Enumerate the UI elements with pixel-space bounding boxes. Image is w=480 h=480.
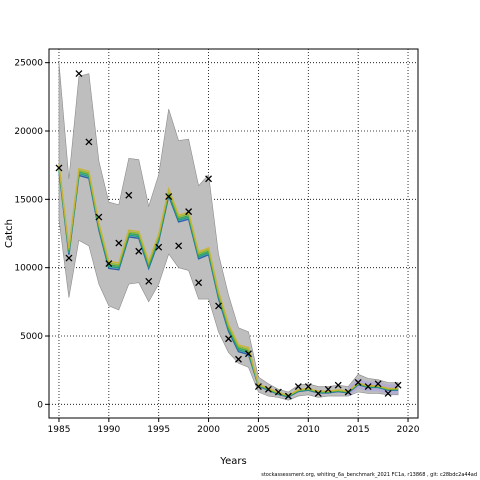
y-tick-label: 25000 <box>14 59 43 69</box>
observed-point <box>115 239 123 247</box>
x-tick-label: 1995 <box>147 425 170 435</box>
y-tick-label: 10000 <box>14 264 43 274</box>
x-tick-label: 2000 <box>197 425 220 435</box>
observed-point <box>274 388 282 396</box>
plot-frame <box>48 48 419 419</box>
estimate-line <box>58 164 399 397</box>
observed-point <box>364 383 372 391</box>
observed-point <box>155 243 163 251</box>
observed-point <box>254 383 262 391</box>
x-tick-label: 2010 <box>297 425 320 435</box>
observed-point <box>55 164 63 172</box>
observed-point <box>284 392 292 400</box>
observed-point <box>145 277 153 285</box>
observed-point <box>215 302 223 310</box>
observed-point <box>374 380 382 388</box>
ci-band-area <box>58 62 399 401</box>
y-tick-label: 20000 <box>14 127 43 137</box>
x-tick-label: 2015 <box>347 425 370 435</box>
observed-point <box>85 138 93 146</box>
observed-point <box>135 247 143 255</box>
observed-point <box>235 355 242 363</box>
confidence-band <box>58 62 399 401</box>
estimate-lines <box>58 164 399 398</box>
y-tick-label: 0 <box>37 400 43 410</box>
y-axis-title: Catch <box>4 219 15 248</box>
observed-point <box>95 213 103 221</box>
observed-point <box>304 383 312 391</box>
x-tick-label: 2005 <box>247 425 270 435</box>
observed-point <box>334 381 342 389</box>
observed-point <box>175 242 183 250</box>
axes: 1985 1990 1995 2000 2005 2010 2015 2020 0 5000 100… <box>14 59 419 435</box>
observed-point <box>344 388 352 396</box>
observed-point <box>314 389 322 397</box>
observed-point <box>294 383 302 391</box>
observed-point <box>384 389 392 397</box>
observed-point <box>264 385 272 393</box>
observed-point <box>244 350 252 358</box>
x-tick-label: 1990 <box>97 425 120 435</box>
x-tick-label: 1985 <box>48 425 71 435</box>
x-tick-label: 2020 <box>397 425 420 435</box>
observed-point <box>105 260 113 268</box>
observed-point <box>65 254 73 262</box>
y-tick-label: 5000 <box>20 332 43 342</box>
y-tick-label: 15000 <box>14 195 43 205</box>
observed-point <box>125 191 133 199</box>
observed-point <box>324 385 332 393</box>
observed-point <box>185 208 193 216</box>
observed-point <box>195 279 203 287</box>
observed-point <box>75 70 83 78</box>
observed-point <box>354 379 362 386</box>
observed-point <box>165 193 173 201</box>
observed-point <box>205 175 213 183</box>
observed-points <box>55 70 402 400</box>
observed-point <box>225 335 232 343</box>
footer-credit: stockassessment.org, whiting_6a_benchmar… <box>261 472 477 478</box>
x-axis-title: Years <box>219 456 246 467</box>
observed-point <box>394 381 402 389</box>
